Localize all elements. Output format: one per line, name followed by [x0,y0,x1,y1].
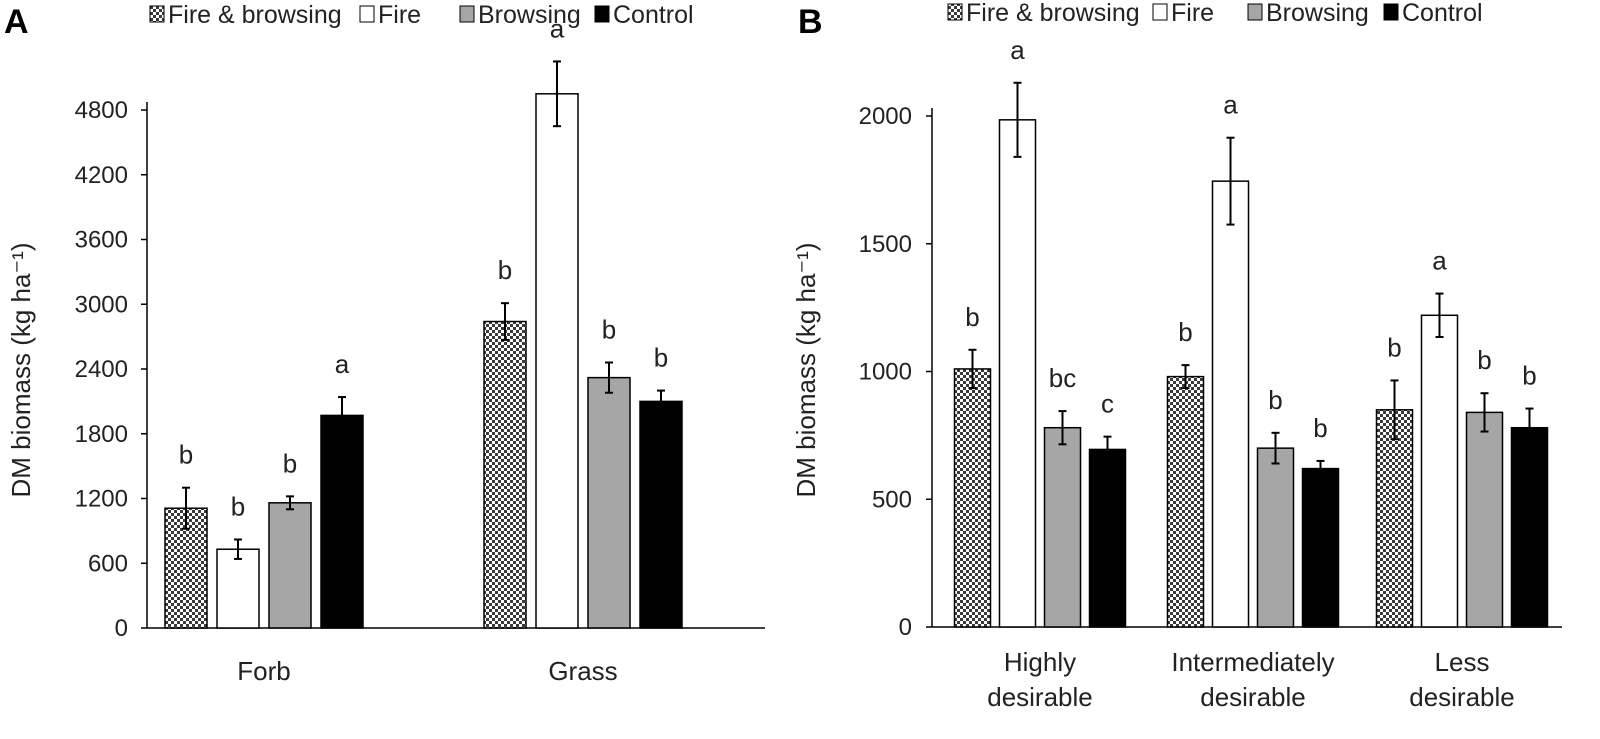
panel-a-y-tick-label-4200: 4200 [75,162,128,189]
panel-a-bar-0-2 [268,502,312,629]
panel-b-bar-1-0 [1166,375,1205,628]
panel-b-sig-letter-0-2: bc [1049,363,1076,393]
panel-b-sig-letter-2-1: a [1432,246,1447,276]
panel-a-y-tick-label-4800: 4800 [75,97,128,124]
panel-a-y-axis-label: DM biomass (kg ha⁻¹) [6,243,36,498]
panel-b-legend-swatch-fire_browsing [947,3,963,21]
panel-b-category-label-2-1: desirable [1409,682,1515,712]
panel-b-y-tick-label-500: 500 [872,486,912,513]
panel-b-bar-0-0 [953,368,992,628]
panel-b-bar-0-3 [1088,448,1127,628]
panel-a-sig-letter-1-1: a [550,13,565,43]
panel-a-legend-swatch-fire [359,5,375,23]
panel-b-bar-1-1 [1211,180,1250,628]
panel-a-legend-label-fire_browsing: Fire & browsing [168,1,342,29]
panel-a-y-tick-label-3600: 3600 [75,227,128,254]
panel-b-legend-label-browsing: Browsing [1266,0,1369,27]
panel-b-category-label-1-1: desirable [1200,682,1306,712]
panel-a-sig-letter-1-0: b [498,255,512,285]
panel-a-bar-1-1 [535,93,579,629]
panel-b-category-label-2-0: Less [1435,647,1490,677]
panel-a-bar-0-3 [320,414,364,629]
panel-b-bar-1-3 [1301,467,1340,628]
panel-b-sig-letter-1-1: a [1223,90,1238,120]
panel-a-category-label-1-0: Grass [548,656,617,686]
panel-a-sig-letter-1-2: b [602,315,616,345]
panel-a-legend-swatch-browsing [459,5,475,23]
panel-a-y-tick-label-600: 600 [88,550,128,577]
panel-a-y-tick-label-0: 0 [115,615,128,642]
panel-a-letter: A [4,3,29,41]
panel-b-bar-1-2 [1256,447,1295,628]
panel-b-category-label-0-0: Highly [1004,647,1076,677]
panel-b-sig-letter-1-3: b [1313,413,1327,443]
panel-b-category-label-0-1: desirable [987,682,1093,712]
panel-b-legend-label-fire_browsing: Fire & browsing [966,0,1140,27]
panel-b-bar-0-1 [998,119,1037,628]
panel-b-legend-swatch-browsing [1247,3,1263,21]
panel-a-y-tick-label-2400: 2400 [75,356,128,383]
panel-a-sig-letter-0-0: b [179,440,193,470]
panel-a-sig-letter-0-2: b [283,448,297,478]
panel-b-bar-2-2 [1465,411,1504,628]
panel-b-legend-swatch-fire [1152,3,1168,21]
panel-b-y-axis-label: DM biomass (kg ha⁻¹) [791,243,821,498]
panel-a-y-tick-label-3000: 3000 [75,291,128,318]
panel-b-sig-letter-1-2: b [1268,385,1282,415]
panel-a-sig-letter-1-3: b [654,343,668,373]
panel-a-sig-letter-0-3: a [335,349,350,379]
panel-b-sig-letter-0-3: c [1101,389,1114,419]
panel-b-sig-letter-1-0: b [1178,317,1192,347]
panel-b-legend-label-control: Control [1402,0,1483,27]
panel-a-bar-1-2 [587,376,631,629]
panel-a-legend-swatch-fire_browsing [149,5,165,23]
panel-a-bar-1-3 [639,400,683,629]
panel-a-legend-label-fire: Fire [378,1,421,29]
panel-a-legend-label-control: Control [613,1,694,29]
panel-a-y-tick-label-1800: 1800 [75,421,128,448]
panel-b-bar-2-3 [1510,426,1549,628]
panel-b-y-tick-label-2000: 2000 [859,103,912,130]
panel-a-sig-letter-0-1: b [231,492,245,522]
panel-b-sig-letter-0-1: a [1010,35,1025,65]
panel-b-sig-letter-2-3: b [1522,361,1536,391]
panel-b-letter: B [798,3,823,41]
panel-b-legend-swatch-control [1383,3,1399,21]
panel-b-bar-0-2 [1043,426,1082,628]
panel-b-y-tick-label-1500: 1500 [859,231,912,258]
panel-a-bar-1-0 [483,320,527,629]
panel-b-y-tick-label-1000: 1000 [859,359,912,386]
panel-a-bar-0-1 [216,548,260,629]
panel-a-category-label-0-0: Forb [237,656,290,686]
panel-b-bar-2-1 [1420,314,1459,628]
panel-b-legend-label-fire: Fire [1171,0,1214,27]
panel-b-sig-letter-2-2: b [1477,345,1491,375]
panel-a-legend-swatch-control [594,5,610,23]
panel-b-category-label-1-0: Intermediately [1171,647,1334,677]
panel-a-y-tick-label-1200: 1200 [75,486,128,513]
panel-b-sig-letter-2-0: b [1387,332,1401,362]
panel-a-legend-label-browsing: Browsing [478,1,581,29]
panel-b-sig-letter-0-0: b [965,302,979,332]
panel-b-bar-2-0 [1375,409,1414,628]
panel-b-y-tick-label-0: 0 [899,614,912,641]
